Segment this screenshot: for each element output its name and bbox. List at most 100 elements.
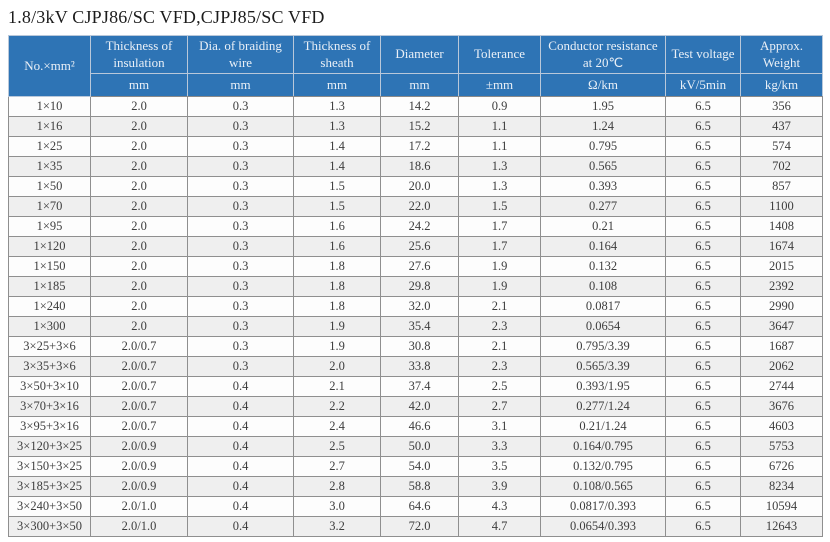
cell: 2.0 <box>293 356 381 377</box>
cell: 3.9 <box>458 476 541 497</box>
cell: 6.5 <box>665 216 741 237</box>
cell: 0.164/0.795 <box>540 436 666 457</box>
cell: 0.3 <box>187 276 294 297</box>
cell: 0.0817/0.393 <box>540 496 666 517</box>
cell: 2.0/0.7 <box>90 336 188 357</box>
cell: 1×185 <box>8 276 91 297</box>
cell: 14.2 <box>380 96 459 117</box>
cell: 1.5 <box>458 196 541 217</box>
table-row: 1×70 2.0 0.3 1.5 22.0 1.5 0.277 6.5 1100 <box>8 196 823 217</box>
cell: 2.2 <box>293 396 381 417</box>
cell: 1.3 <box>293 116 381 137</box>
cell: 1408 <box>740 216 823 237</box>
table-row: 3×120+3×25 2.0/0.9 0.4 2.5 50.0 3.3 0.164/0.79… <box>8 436 823 457</box>
cell: 4603 <box>740 416 823 437</box>
cell: 6.5 <box>665 236 741 257</box>
header-cell-resistance: Conductor resistance at 20℃ <box>540 35 666 74</box>
cell: 2990 <box>740 296 823 317</box>
header-cell-sheath: Thickness of sheath <box>293 35 381 74</box>
cell: 6.5 <box>665 136 741 157</box>
cell: 6.5 <box>665 96 741 117</box>
table-row: 3×150+3×25 2.0/0.9 0.4 2.7 54.0 3.5 0.132/0.79… <box>8 456 823 477</box>
table-body: 1×10 2.0 0.3 1.3 14.2 0.9 1.95 6.5 356 1×16 2.0 0.3… <box>8 96 823 537</box>
cell: 2.0 <box>90 276 188 297</box>
cell: 1.8 <box>293 276 381 297</box>
cell: 1×35 <box>8 156 91 177</box>
cell: 3×95+3×16 <box>8 416 91 437</box>
cell: 1100 <box>740 196 823 217</box>
unit-cell-voltage: kV/5min <box>665 73 741 97</box>
table-row: 1×185 2.0 0.3 1.8 29.8 1.9 0.108 6.5 2392 <box>8 276 823 297</box>
cell: 50.0 <box>380 436 459 457</box>
cell: 6.5 <box>665 496 741 517</box>
cell: 54.0 <box>380 456 459 477</box>
cell: 2.0/0.9 <box>90 436 188 457</box>
unit-cell-resistance: Ω/km <box>540 73 666 97</box>
cell: 0.164 <box>540 236 666 257</box>
table-row: 1×150 2.0 0.3 1.8 27.6 1.9 0.132 6.5 2015 <box>8 256 823 277</box>
cell: 2062 <box>740 356 823 377</box>
cell: 6.5 <box>665 196 741 217</box>
cell: 6.5 <box>665 296 741 317</box>
cell: 2.7 <box>458 396 541 417</box>
table-row: 3×185+3×25 2.0/0.9 0.4 2.8 58.8 3.9 0.108/0.56… <box>8 476 823 497</box>
cell: 0.565/3.39 <box>540 356 666 377</box>
cell: 6.5 <box>665 336 741 357</box>
cell: 0.393/1.95 <box>540 376 666 397</box>
cell: 1.95 <box>540 96 666 117</box>
cell: 1.5 <box>293 176 381 197</box>
cell: 3×35+3×6 <box>8 356 91 377</box>
cell: 1×240 <box>8 296 91 317</box>
cell: 1×150 <box>8 256 91 277</box>
header-cell-insulation: Thickness of insulation <box>90 35 188 74</box>
unit-cell-braiding: mm <box>187 73 294 97</box>
cell: 4.7 <box>458 516 541 537</box>
table-row: 1×120 2.0 0.3 1.6 25.6 1.7 0.164 6.5 1674 <box>8 236 823 257</box>
cell: 20.0 <box>380 176 459 197</box>
cell: 5753 <box>740 436 823 457</box>
cell: 0.4 <box>187 496 294 517</box>
cell: 29.8 <box>380 276 459 297</box>
cell: 6.5 <box>665 456 741 477</box>
table-row: 1×50 2.0 0.3 1.5 20.0 1.3 0.393 6.5 857 <box>8 176 823 197</box>
cell: 6.5 <box>665 476 741 497</box>
table-row: 3×25+3×6 2.0/0.7 0.3 1.9 30.8 2.1 0.795/3.39 6.… <box>8 336 823 357</box>
cell: 3×150+3×25 <box>8 456 91 477</box>
unit-cell-diameter: mm <box>380 73 459 97</box>
cell: 0.3 <box>187 236 294 257</box>
cell: 0.277 <box>540 196 666 217</box>
cell: 2.0/0.9 <box>90 476 188 497</box>
cell: 1×95 <box>8 216 91 237</box>
cell: 437 <box>740 116 823 137</box>
cell: 6726 <box>740 456 823 477</box>
cell: 3.1 <box>458 416 541 437</box>
cell: 72.0 <box>380 516 459 537</box>
table-row: 1×240 2.0 0.3 1.8 32.0 2.1 0.0817 6.5 2990 <box>8 296 823 317</box>
cell: 2.0/0.9 <box>90 456 188 477</box>
cell: 24.2 <box>380 216 459 237</box>
cell: 3×185+3×25 <box>8 476 91 497</box>
cell: 1674 <box>740 236 823 257</box>
cell: 1.8 <box>293 256 381 277</box>
cell: 2.0 <box>90 296 188 317</box>
cell: 2.0 <box>90 236 188 257</box>
cell: 2.1 <box>458 296 541 317</box>
cell: 0.3 <box>187 216 294 237</box>
cell: 37.4 <box>380 376 459 397</box>
cell: 2.4 <box>293 416 381 437</box>
cell: 1.9 <box>458 276 541 297</box>
cell: 46.6 <box>380 416 459 437</box>
cell: 0.3 <box>187 296 294 317</box>
cell: 0.3 <box>187 196 294 217</box>
cell: 1.5 <box>293 196 381 217</box>
header-cell-diameter: Diameter <box>380 35 459 74</box>
table-header: No.×mm² Thickness of insulation Dia. of … <box>8 35 823 97</box>
cell: 0.4 <box>187 516 294 537</box>
cell: 1687 <box>740 336 823 357</box>
cell: 0.4 <box>187 476 294 497</box>
cell: 3.3 <box>458 436 541 457</box>
table-row: 3×240+3×50 2.0/1.0 0.4 3.0 64.6 4.3 0.0817/0.3… <box>8 496 823 517</box>
cell: 2.0 <box>90 196 188 217</box>
table-row: 1×35 2.0 0.3 1.4 18.6 1.3 0.565 6.5 702 <box>8 156 823 177</box>
cell: 3×240+3×50 <box>8 496 91 517</box>
